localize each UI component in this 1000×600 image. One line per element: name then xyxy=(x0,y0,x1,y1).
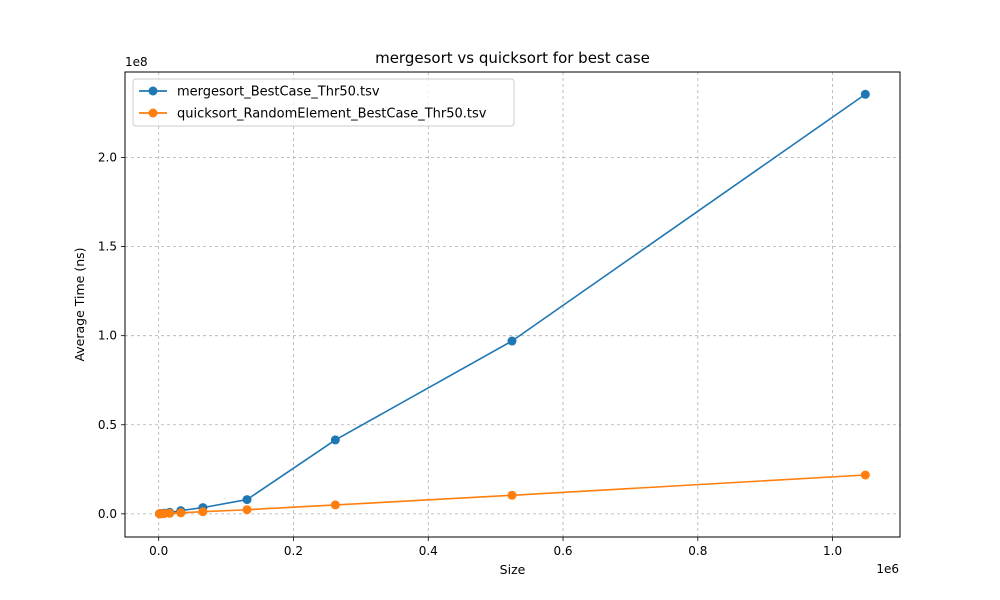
legend-box xyxy=(132,78,515,127)
data-point-mergesort xyxy=(507,336,517,346)
y-tick-label: 1.5 xyxy=(98,240,117,254)
x-tick-label: 1.0 xyxy=(823,544,842,558)
legend: mergesort_BestCase_Thr50.tsv quicksort_R… xyxy=(132,78,515,127)
data-point-quicksort xyxy=(242,505,252,515)
y-tick-label: 2.0 xyxy=(98,151,117,165)
y-tick-label: 0.0 xyxy=(98,507,117,521)
data-point-mergesort xyxy=(330,435,340,445)
x-tick-label: 0.2 xyxy=(284,544,303,558)
x-axis-label: Size xyxy=(500,562,526,577)
data-point-quicksort xyxy=(507,490,517,500)
x-tick-label: 0.8 xyxy=(688,544,707,558)
x-tick-label: 0.0 xyxy=(149,544,168,558)
plot-area-frame xyxy=(124,71,901,538)
legend-label-mergesort: mergesort_BestCase_Thr50.tsv xyxy=(177,85,380,100)
x-tick-label: 0.6 xyxy=(553,544,572,558)
y-tick-label: 0.5 xyxy=(98,418,117,432)
y-tick-label: 1.0 xyxy=(98,329,117,343)
series-layer xyxy=(154,89,870,519)
legend-marker-mergesort xyxy=(148,86,158,96)
data-point-quicksort xyxy=(176,508,186,518)
y-axis-offset-text: 1e8 xyxy=(125,55,148,69)
data-point-mergesort xyxy=(860,89,870,99)
legend-label-quicksort: quicksort_RandomElement_BestCase_Thr50.t… xyxy=(177,107,487,122)
legend-marker-quicksort xyxy=(148,108,158,118)
x-axis-offset-text: 1e6 xyxy=(876,562,899,576)
data-point-quicksort xyxy=(330,500,340,510)
data-point-quicksort xyxy=(860,470,870,480)
data-point-quicksort xyxy=(198,507,208,517)
y-axis-label: Average Time (ns) xyxy=(72,247,87,361)
data-point-mergesort xyxy=(242,495,252,505)
data-point-quicksort xyxy=(165,508,175,518)
chart-title: mergesort vs quicksort for best case xyxy=(375,49,650,67)
axis-ticks: 0.0 0.2 0.4 0.6 0.8 1.0 0.0 0.5 1.0 1.5 2.0 xyxy=(98,151,842,558)
x-tick-label: 0.4 xyxy=(419,544,438,558)
